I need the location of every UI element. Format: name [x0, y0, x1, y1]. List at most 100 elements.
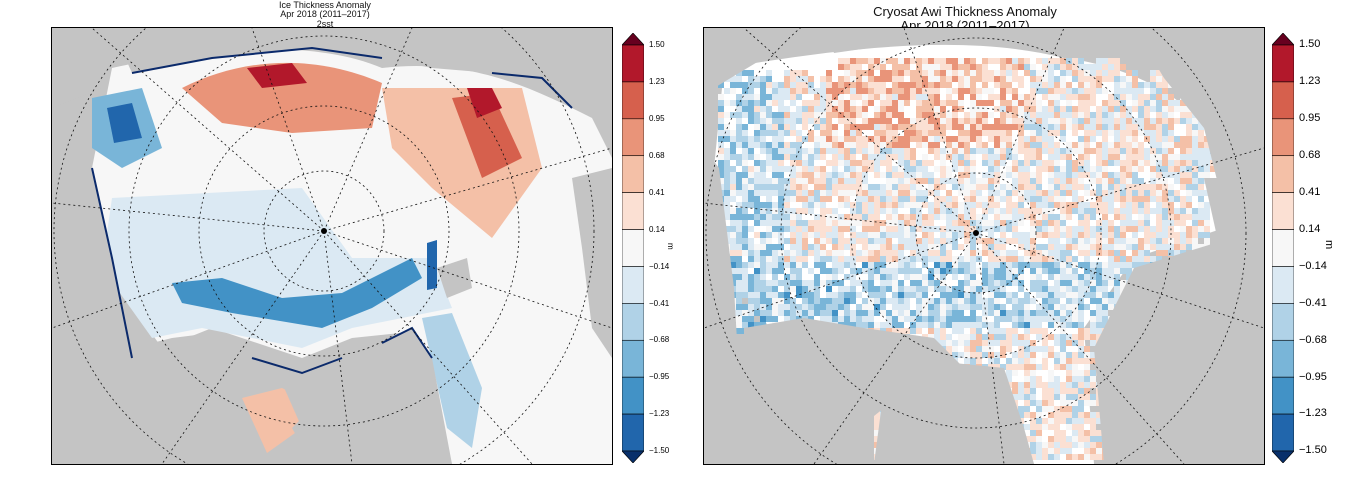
- grid-cell: [1072, 316, 1078, 322]
- grid-cell: [1102, 214, 1108, 220]
- grid-cell: [880, 286, 886, 292]
- grid-cell: [742, 214, 748, 220]
- grid-cell: [1054, 376, 1060, 382]
- grid-cell: [754, 304, 760, 310]
- grid-cell: [1180, 148, 1186, 154]
- grid-cell: [838, 136, 844, 142]
- grid-cell: [814, 232, 820, 238]
- grid-cell: [1144, 226, 1150, 232]
- grid-cell: [904, 94, 910, 100]
- grid-cell: [1096, 220, 1102, 226]
- grid-cell: [868, 274, 874, 280]
- grid-cell: [1174, 136, 1180, 142]
- grid-cell: [1006, 202, 1012, 208]
- grid-cell: [1006, 250, 1012, 256]
- grid-cell: [1180, 178, 1186, 184]
- grid-cell: [820, 202, 826, 208]
- grid-cell: [970, 112, 976, 118]
- grid-cell: [1024, 400, 1030, 406]
- grid-cell: [1156, 178, 1162, 184]
- grid-cell: [844, 178, 850, 184]
- grid-cell: [988, 160, 994, 166]
- grid-cell: [1048, 382, 1054, 388]
- grid-cell: [976, 304, 982, 310]
- grid-cell: [1054, 184, 1060, 190]
- grid-cell: [730, 148, 736, 154]
- grid-cell: [868, 310, 874, 316]
- grid-cell: [940, 298, 946, 304]
- grid-cell: [1084, 250, 1090, 256]
- grid-cell: [970, 184, 976, 190]
- grid-cell: [1048, 424, 1054, 430]
- grid-cell: [880, 250, 886, 256]
- grid-cell: [928, 88, 934, 94]
- grid-cell: [880, 208, 886, 214]
- grid-cell: [1084, 238, 1090, 244]
- grid-cell: [1132, 106, 1138, 112]
- grid-cell: [1096, 58, 1102, 64]
- grid-cell: [1108, 238, 1114, 244]
- grid-cell: [1210, 166, 1216, 172]
- grid-cell: [784, 280, 790, 286]
- grid-cell: [952, 166, 958, 172]
- grid-cell: [1018, 262, 1024, 268]
- grid-cell: [1180, 238, 1186, 244]
- grid-cell: [904, 268, 910, 274]
- grid-cell: [730, 226, 736, 232]
- grid-cell: [1162, 148, 1168, 154]
- grid-cell: [1168, 118, 1174, 124]
- left-red-siberia: [182, 62, 382, 133]
- grid-cell: [1162, 160, 1168, 166]
- grid-cell: [994, 316, 1000, 322]
- grid-cell: [1030, 208, 1036, 214]
- grid-cell: [1012, 190, 1018, 196]
- grid-cell: [1054, 304, 1060, 310]
- grid-cell: [1048, 376, 1054, 382]
- grid-cell: [952, 154, 958, 160]
- grid-cell: [1030, 88, 1036, 94]
- grid-cell: [1072, 244, 1078, 250]
- grid-cell: [1042, 112, 1048, 118]
- grid-cell: [1138, 262, 1144, 268]
- grid-cell: [1144, 124, 1150, 130]
- grid-cell: [778, 256, 784, 262]
- grid-cell: [946, 190, 952, 196]
- grid-cell: [952, 88, 958, 94]
- grid-cell: [988, 244, 994, 250]
- grid-cell: [910, 214, 916, 220]
- grid-cell: [766, 202, 772, 208]
- grid-cell: [1018, 274, 1024, 280]
- grid-cell: [1162, 172, 1168, 178]
- grid-cell: [988, 256, 994, 262]
- grid-cell: [1144, 214, 1150, 220]
- grid-cell: [778, 214, 784, 220]
- grid-cell: [934, 274, 940, 280]
- grid-cell: [766, 160, 772, 166]
- left-graticule: [52, 28, 612, 464]
- grid-cell: [1084, 274, 1090, 280]
- grid-cell: [748, 184, 754, 190]
- grid-cell: [760, 286, 766, 292]
- grid-cell: [928, 280, 934, 286]
- grid-cell: [754, 154, 760, 160]
- grid-cell: [1000, 250, 1006, 256]
- grid-cell: [904, 286, 910, 292]
- grid-cell: [1186, 130, 1192, 136]
- colorbar-segment: [1272, 192, 1294, 230]
- grid-cell: [1102, 244, 1108, 250]
- grid-cell: [964, 142, 970, 148]
- grid-cell: [904, 262, 910, 268]
- grid-cell: [1204, 238, 1210, 244]
- grid-cell: [1090, 82, 1096, 88]
- grid-cell: [1030, 316, 1036, 322]
- grid-cell: [826, 196, 832, 202]
- grid-cell: [766, 214, 772, 220]
- grid-cell: [742, 262, 748, 268]
- grid-cell: [934, 58, 940, 64]
- grid-cell: [1012, 76, 1018, 82]
- grid-cell: [910, 160, 916, 166]
- grid-cell: [1090, 280, 1096, 286]
- grid-cell: [1018, 364, 1024, 370]
- grid-cell: [1072, 238, 1078, 244]
- grid-cell: [1114, 148, 1120, 154]
